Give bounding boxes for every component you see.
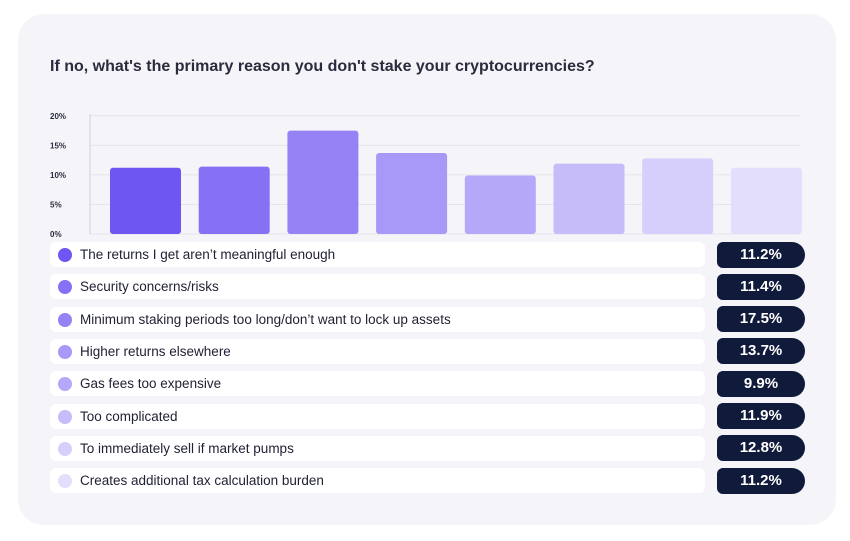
y-tick-label: 10%	[50, 171, 66, 180]
chart-title: If no, what's the primary reason you don…	[50, 58, 595, 75]
legend-swatch	[58, 377, 72, 392]
y-tick-label: 5%	[50, 200, 62, 209]
percentage-badge: 17.5%	[717, 306, 805, 333]
legend-label: Higher returns elsewhere	[80, 343, 231, 359]
y-tick-label: 20%	[50, 112, 66, 121]
legend-label: Creates additional tax calculation burde…	[80, 473, 324, 489]
bar	[110, 167, 181, 234]
legend-swatch	[58, 312, 72, 327]
legend-swatch	[58, 344, 72, 359]
legend-label: Security concerns/risks	[80, 279, 219, 295]
legend-swatch	[58, 280, 72, 295]
bar	[464, 175, 536, 234]
legend-row: Security concerns/risks	[50, 274, 705, 300]
percentage-badge: 11.9%	[717, 403, 805, 429]
percentage-badge: 9.9%	[717, 370, 805, 397]
legend-swatch	[58, 409, 72, 424]
percentage-badge: 11.4%	[717, 273, 805, 300]
legend-label: Minimum staking periods too long/don’t w…	[80, 311, 451, 327]
legend-row: Too complicated	[50, 403, 705, 429]
percentage-badge: 12.8%	[717, 435, 805, 462]
legend-label: To immediately sell if market pumps	[80, 440, 294, 456]
chart-card: If no, what's the primary reason you don…	[18, 14, 836, 525]
legend-swatch	[58, 474, 72, 489]
bar	[553, 163, 625, 234]
legend-row: Higher returns elsewhere	[50, 338, 705, 364]
bar	[642, 158, 714, 234]
bar	[198, 166, 270, 234]
legend-row: To immediately sell if market pumps	[50, 435, 705, 461]
bar	[376, 153, 448, 234]
y-tick-label: 15%	[50, 141, 66, 150]
legend-row: The returns I get aren’t meaningful enou…	[50, 242, 705, 267]
percentage-badge: 11.2%	[717, 467, 805, 494]
percentage-badge: 13.7%	[717, 338, 805, 365]
bar	[730, 167, 802, 234]
legend-label: The returns I get aren’t meaningful enou…	[80, 247, 336, 262]
bar-chart: 20% 15% 10% 5% 0%	[48, 110, 818, 240]
legend-row: Creates additional tax calculation burde…	[50, 468, 705, 494]
legend-row: Gas fees too expensive	[50, 371, 705, 397]
percentage-badge: 11.2%	[717, 241, 805, 268]
legend-label: Gas fees too expensive	[80, 376, 222, 392]
y-tick-label: 0%	[50, 230, 62, 239]
bar-chart-svg: 20% 15% 10% 5% 0%	[50, 112, 802, 239]
legend-row: Minimum staking periods too long/don’t w…	[50, 306, 705, 332]
legend-swatch	[58, 248, 72, 262]
bar	[287, 130, 359, 234]
legend-label: Too complicated	[80, 408, 178, 424]
legend-swatch	[58, 441, 72, 456]
